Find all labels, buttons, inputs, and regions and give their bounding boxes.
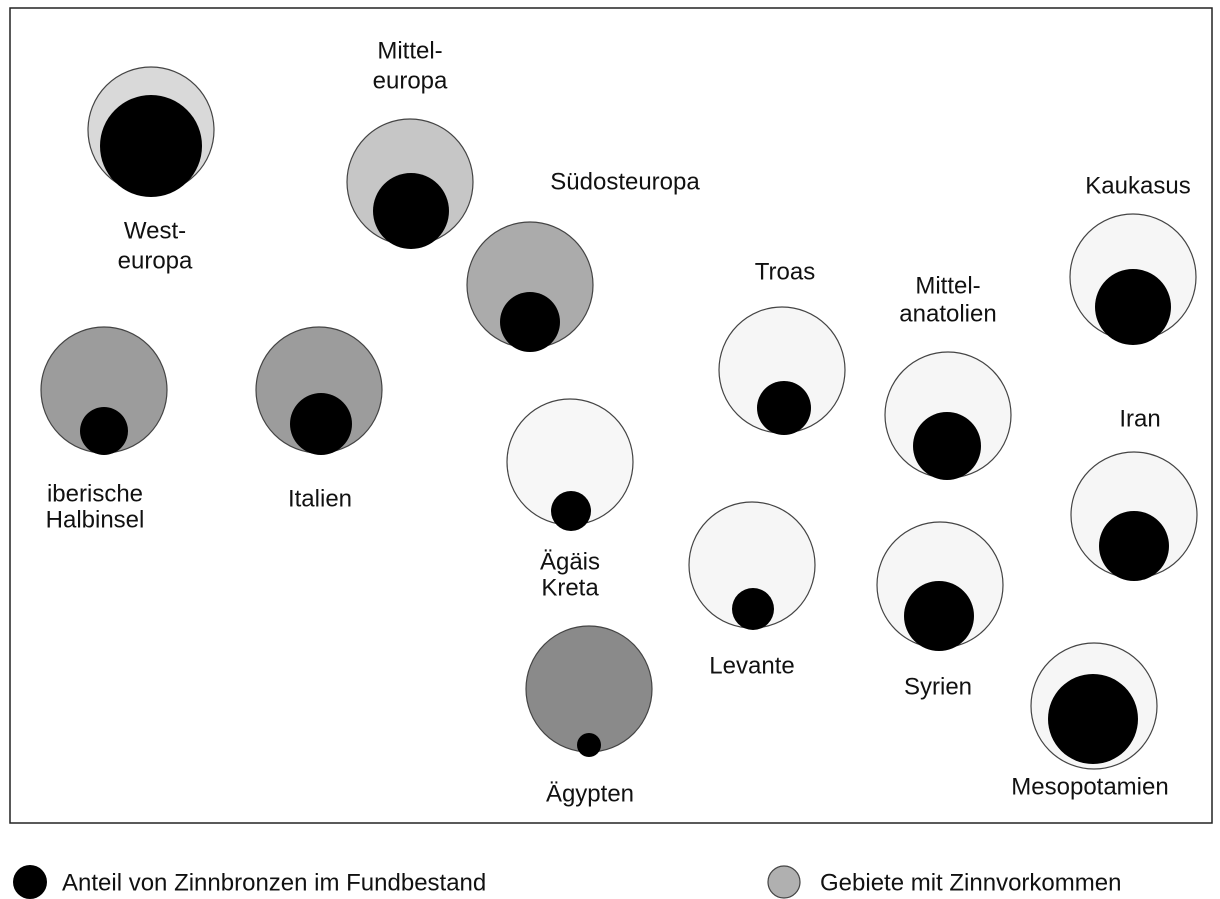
- tin-bronze-share: [80, 407, 128, 455]
- region-label: iberische: [47, 480, 143, 507]
- tin-bronze-share: [290, 393, 352, 455]
- region-label: Ägypten: [546, 780, 634, 807]
- region-label: Italien: [288, 485, 352, 512]
- tin-bronze-share: [1099, 511, 1169, 581]
- region-label: Kaukasus: [1085, 172, 1190, 199]
- tin-bronze-share: [904, 581, 974, 651]
- legend-swatch: [13, 865, 47, 899]
- region-label: Mittel-: [915, 272, 980, 299]
- tin-bronze-share: [577, 733, 601, 757]
- region-label: Kreta: [541, 574, 599, 601]
- circles: [40, 66, 1198, 770]
- tin-bronze-share: [100, 95, 202, 197]
- region-label: Ägäis: [540, 548, 600, 575]
- region-label: Levante: [709, 652, 794, 679]
- tin-bronze-share: [1095, 269, 1171, 345]
- region-label: Iran: [1119, 405, 1160, 432]
- region-label: Mesopotamien: [1011, 773, 1168, 800]
- tin-bronze-share: [373, 173, 449, 249]
- tin-bronze-share: [757, 381, 811, 435]
- region-label: Südosteuropa: [550, 168, 700, 195]
- region-label: europa: [373, 67, 448, 94]
- region-label: Halbinsel: [46, 506, 145, 533]
- region-label: anatolien: [899, 300, 996, 327]
- labels: West-europa Mittel-europa Südosteuropa iber…: [46, 37, 1191, 807]
- region-label: West-: [124, 217, 186, 244]
- region-label: Mittel-: [377, 37, 442, 64]
- region-label: Troas: [755, 258, 815, 285]
- region-label: europa: [118, 247, 193, 274]
- legend-label: Anteil von Zinnbronzen im Fundbestand: [62, 869, 486, 896]
- tin-bronze-share: [1048, 674, 1138, 764]
- tin-bronze-share: [551, 491, 591, 531]
- legend-swatch: [767, 865, 801, 899]
- region-label: Syrien: [904, 673, 972, 700]
- tin-bronze-share: [913, 412, 981, 480]
- tin-bronze-share: [732, 588, 774, 630]
- legend-label: Gebiete mit Zinnvorkommen: [820, 869, 1121, 896]
- tin-bronze-share: [500, 292, 560, 352]
